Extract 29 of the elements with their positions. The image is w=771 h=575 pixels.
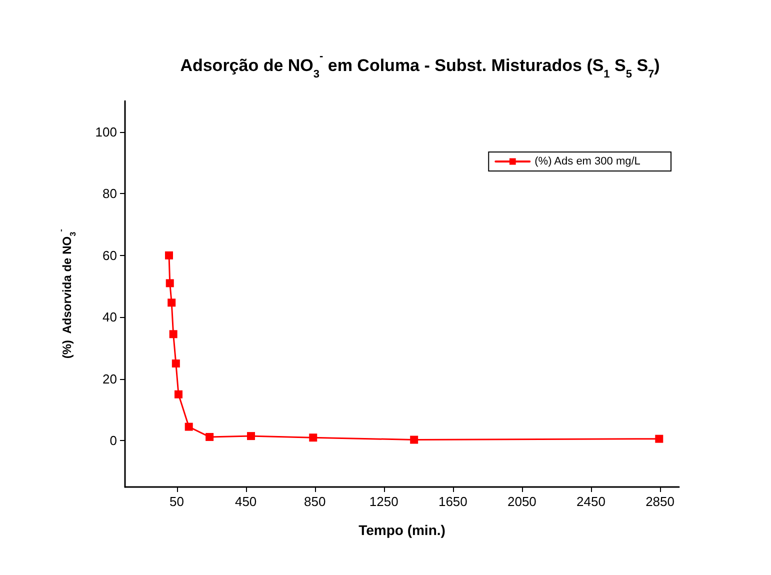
point (174, 390, 182, 398)
y-tick-label: 60 (102, 248, 117, 263)
point (246, 432, 255, 440)
x-tick-label: 2850 (646, 494, 674, 509)
y-tick-label: 20 (102, 371, 117, 386)
x-tick-label: 450 (234, 494, 257, 509)
point (410, 436, 418, 444)
x-tick-label: 1250 (369, 494, 398, 509)
y-tick-label: 100 (95, 124, 117, 140)
y-axis-title: (%) Adsorvida de NO3- (56, 228, 78, 359)
x-axis-title: Tempo (min.) (358, 522, 446, 538)
point (309, 434, 318, 442)
point (172, 359, 180, 368)
y-tick-label: 40 (102, 310, 117, 325)
point (166, 279, 174, 288)
point (184, 422, 193, 431)
legend-label: (%) Ads em 300 mg/L (534, 156, 640, 168)
point (206, 432, 214, 441)
x-tick-label: 2050 (507, 494, 536, 509)
point (165, 251, 174, 260)
x-tick-label: 850 (304, 494, 326, 509)
y-tick-label: 80 (102, 186, 117, 202)
x-tick-label: 1650 (438, 494, 468, 509)
point (168, 298, 176, 307)
y-tick-label: 0 (110, 433, 117, 448)
x-tick-label: 50 (170, 494, 184, 509)
point (169, 330, 178, 338)
point (655, 434, 664, 443)
x-tick-label: 2450 (576, 494, 606, 509)
